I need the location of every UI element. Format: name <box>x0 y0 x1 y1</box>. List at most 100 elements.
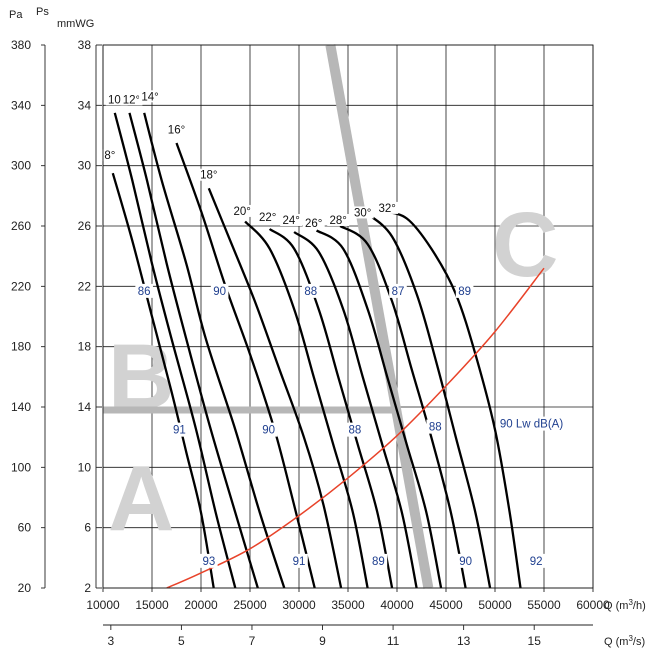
mmwg-axis-label: mmWG <box>57 18 94 30</box>
noise-label: 87 <box>392 286 405 298</box>
qh-tick-label: 45000 <box>429 598 463 612</box>
noise-label: 88 <box>429 422 442 434</box>
blade-angle-curves <box>111 112 522 589</box>
curve-label-bg <box>376 201 399 214</box>
zone-overlays: ABC <box>103 44 558 589</box>
system-curve <box>166 267 545 589</box>
pa-tick-label: 380 <box>11 38 31 52</box>
curve-label-14deg: 14° <box>141 91 158 103</box>
curve-26deg <box>315 229 443 589</box>
noise-label-bg <box>497 416 577 431</box>
qs-axis-end: /s) <box>633 636 645 648</box>
pa-tick-label: 340 <box>11 98 31 112</box>
curve-22deg <box>268 228 394 589</box>
curve-label-16deg: 16° <box>168 124 185 136</box>
qs-tick-label: 5 <box>178 634 185 648</box>
pa-tick-label: 180 <box>11 340 31 354</box>
curve-32deg <box>381 209 522 589</box>
qh-axis-end: /h) <box>633 600 646 612</box>
curve-label-8deg: 8° <box>104 150 115 162</box>
mmwg-tick-label: 26 <box>78 219 92 233</box>
pa-tick-label: 20 <box>18 581 32 595</box>
noise-label-bg <box>455 283 474 298</box>
curve-label-bg <box>165 123 188 136</box>
noise-label-bg <box>200 553 218 568</box>
qs-tick-label: 11 <box>387 634 400 648</box>
curve-28deg <box>339 224 467 589</box>
pa-tick-label: 140 <box>11 400 31 414</box>
curve-label-bg <box>231 204 254 217</box>
mmwg-tick-label: 34 <box>78 98 92 112</box>
curve-30deg <box>366 213 492 589</box>
qs-tick-label: 3 <box>107 634 114 648</box>
qs-tick-label: 15 <box>528 634 542 648</box>
pa-tick-label: 260 <box>11 219 31 233</box>
noise-label-bg <box>426 419 445 434</box>
noise-label-bg <box>456 553 475 568</box>
mmwg-tick-label: 14 <box>78 400 92 414</box>
noise-label: 90 <box>459 556 472 568</box>
qh-tick-label: 15000 <box>135 598 169 612</box>
curve-24deg <box>293 231 418 589</box>
qs-axis-label: Q (m3/s) <box>604 634 645 648</box>
curve-label-26deg: 26° <box>305 218 322 230</box>
qs-tick-label: 7 <box>249 634 256 648</box>
curve-label-12deg: 12° <box>123 94 140 106</box>
noise-label: 88 <box>304 286 317 298</box>
qs-tick-label: 13 <box>457 634 471 648</box>
noise-label: 89 <box>372 556 385 568</box>
mmwg-tick-label: 22 <box>78 279 92 293</box>
curve-labels: 8°10°12° 14°16°18°20°22° 24° 26° 28°30° 32°86… <box>98 90 577 568</box>
noise-label-bg <box>369 553 388 568</box>
curve-label-32deg: 32° <box>379 203 396 215</box>
mmwg-tick-label: 38 <box>78 38 92 52</box>
noise-label-bg <box>259 422 278 437</box>
qh-tick-label: 25000 <box>233 598 267 612</box>
curve-label-bg <box>280 213 303 226</box>
noise-label: 90 <box>262 425 275 437</box>
pa-tick-label: 60 <box>18 521 32 535</box>
noise-label: 89 <box>458 286 471 298</box>
curve-20deg <box>244 220 369 589</box>
curve-label-bg <box>256 210 279 223</box>
noise-label-bg <box>210 283 229 298</box>
system-resistance-curve <box>166 267 545 589</box>
curve-label-30deg: 30° <box>354 207 371 219</box>
qs-axis-sup: 3 <box>628 634 633 643</box>
qh-tick-label: 20000 <box>184 598 218 612</box>
zone-label-a: A <box>108 448 174 550</box>
pa-axis-label: Pa <box>9 9 23 21</box>
curve-label-24deg: 24° <box>282 215 299 227</box>
noise-label-bg <box>527 553 545 568</box>
qh-tick-label: 30000 <box>282 598 316 612</box>
curve-10deg <box>113 112 237 589</box>
qh-tick-label: 50000 <box>478 598 512 612</box>
curve-14deg <box>143 112 286 589</box>
qh-axis-sup: 3 <box>628 598 633 607</box>
qh-tick-label: 10000 <box>86 598 120 612</box>
noise-label-bg <box>135 283 153 298</box>
curve-12deg <box>128 112 259 589</box>
curve-label-22deg: 22° <box>259 212 276 224</box>
zone-label-c: C <box>492 194 558 296</box>
noise-label: 91 <box>293 556 306 568</box>
mmwg-tick-label: 18 <box>78 340 92 354</box>
pa-tick-label: 300 <box>11 159 31 173</box>
mmwg-tick-label: 2 <box>84 581 91 595</box>
curve-label-20deg: 20° <box>233 206 250 218</box>
curve-label-18deg: 18° <box>200 170 217 182</box>
curve-label-28deg: 28° <box>330 215 347 227</box>
zone-divider-diagonal <box>325 44 434 589</box>
qh-tick-label: 55000 <box>527 598 561 612</box>
curve-label-bg <box>120 93 143 106</box>
curve-label-bg <box>98 149 121 162</box>
noise-label-bg <box>389 283 407 298</box>
qs-tick-label: 9 <box>319 634 326 648</box>
qh-tick-label: 40000 <box>380 598 414 612</box>
curve-label-bg <box>351 206 374 219</box>
qh-tick-label: 35000 <box>331 598 365 612</box>
curve-8deg <box>111 172 215 589</box>
plot-frame <box>102 44 594 589</box>
mmwg-tick-label: 6 <box>84 521 91 535</box>
